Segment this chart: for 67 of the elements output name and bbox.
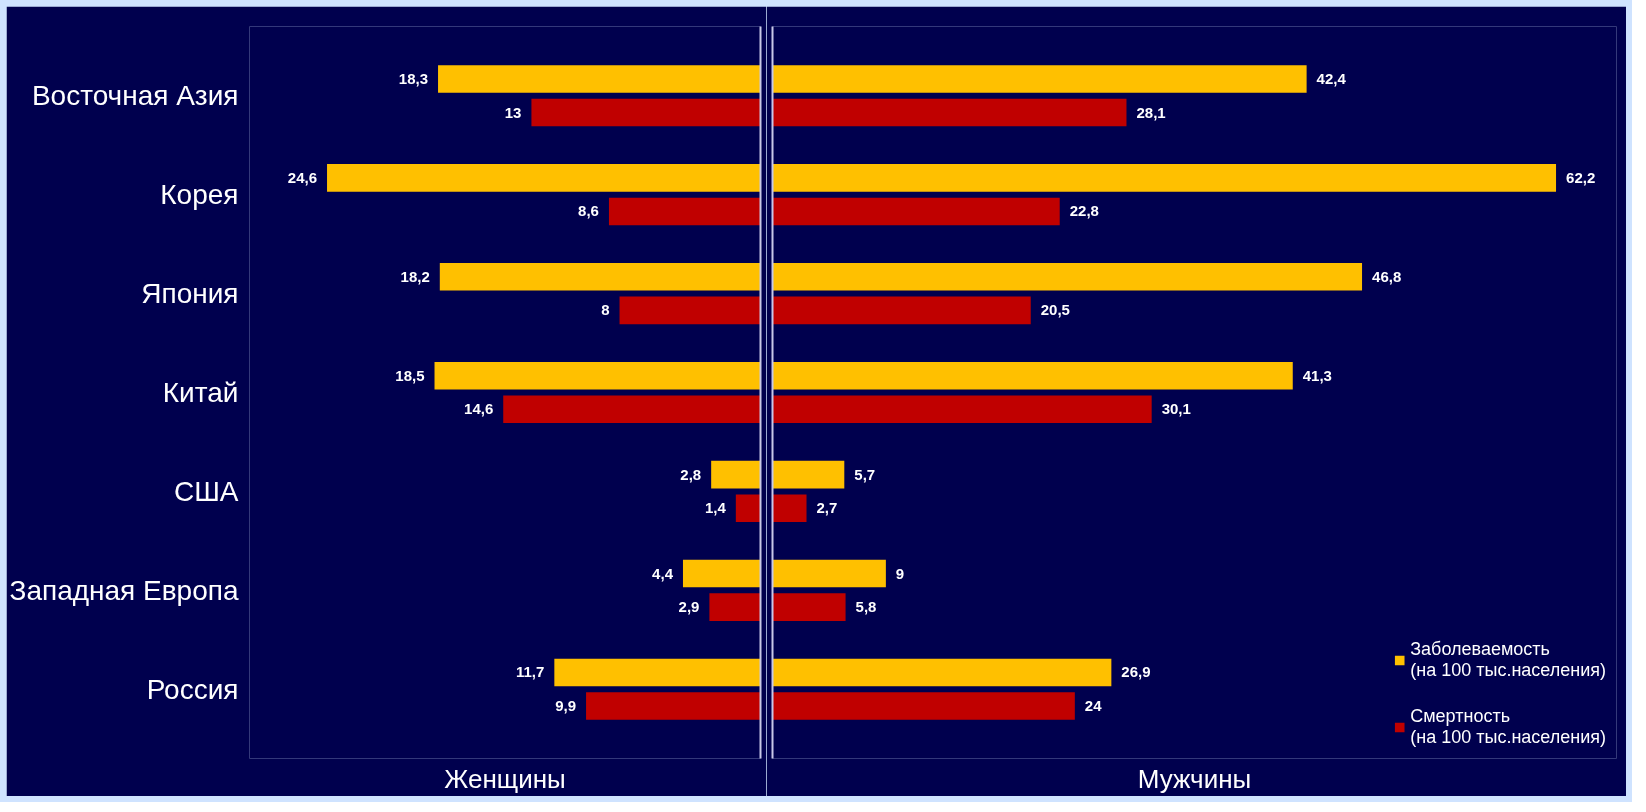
bar — [711, 460, 761, 489]
data-label: 14,6 — [464, 400, 494, 418]
data-label: 9 — [895, 564, 905, 582]
data-label: 26,9 — [1121, 663, 1151, 681]
bar — [327, 164, 761, 192]
data-label: 5,8 — [855, 598, 877, 616]
bar — [709, 593, 761, 621]
x-axis-title: Женщины — [444, 763, 566, 794]
bar — [434, 361, 761, 390]
bar — [772, 262, 1363, 291]
legend-label: Смертность (на 100 тыс.населения) — [1410, 706, 1606, 748]
data-label: 1,4 — [704, 499, 727, 517]
data-label: 24 — [1084, 697, 1103, 715]
data-label: 9,9 — [555, 697, 577, 715]
data-label: 2,7 — [816, 499, 838, 517]
y-tick-label: Западная Европа — [9, 574, 239, 606]
data-label: 8,6 — [578, 202, 599, 220]
data-label: 62,2 — [1566, 168, 1596, 186]
data-label: 20,5 — [1040, 301, 1070, 319]
data-label: 2,9 — [678, 598, 700, 616]
data-label: 24,6 — [287, 168, 318, 186]
bar — [438, 65, 761, 93]
data-label: 8 — [601, 301, 610, 319]
bar — [554, 658, 761, 687]
data-label: 30,1 — [1161, 400, 1191, 418]
data-label: 11,7 — [515, 663, 545, 681]
data-label: 42,4 — [1316, 69, 1347, 87]
y-tick-label: Китай — [162, 377, 239, 408]
y-tick-label: Корея — [160, 179, 239, 211]
bar — [772, 460, 845, 489]
bar — [772, 197, 1060, 226]
data-label: 4,4 — [652, 564, 674, 582]
data-label: 2,8 — [680, 465, 702, 483]
bar — [682, 559, 761, 588]
data-label: 13 — [504, 103, 522, 121]
bar — [772, 494, 807, 523]
legend-label: Заболеваемость (на 100 тыс.населения) — [1410, 639, 1606, 681]
y-tick-label: Россия — [146, 673, 239, 705]
data-label: 28,1 — [1136, 103, 1166, 121]
bar — [772, 658, 1112, 687]
bar — [586, 692, 761, 720]
bar — [772, 98, 1127, 127]
bar — [735, 494, 761, 523]
y-tick-label: Восточная Азия — [31, 80, 239, 112]
bar — [608, 197, 761, 226]
bar — [772, 65, 1307, 93]
bar — [772, 164, 1557, 192]
bar — [772, 593, 846, 621]
x-axis-title: Мужчины — [1137, 763, 1252, 794]
data-label: 18,3 — [398, 69, 429, 87]
y-tick-label: США — [173, 475, 239, 507]
bar — [772, 395, 1152, 424]
bar — [619, 296, 761, 325]
data-label: 5,7 — [854, 465, 876, 483]
y-tick-label: Япония — [141, 278, 239, 310]
bar — [531, 98, 761, 127]
data-label: 18,5 — [395, 366, 425, 384]
data-label: 22,8 — [1069, 202, 1099, 220]
data-label: 41,3 — [1302, 366, 1332, 384]
bar — [439, 262, 761, 291]
data-label: 46,8 — [1372, 267, 1402, 285]
bar — [772, 692, 1075, 720]
data-label: 18,2 — [400, 267, 430, 285]
bar — [772, 296, 1031, 325]
bar — [772, 559, 886, 588]
bar — [503, 395, 761, 424]
bar — [772, 361, 1293, 390]
